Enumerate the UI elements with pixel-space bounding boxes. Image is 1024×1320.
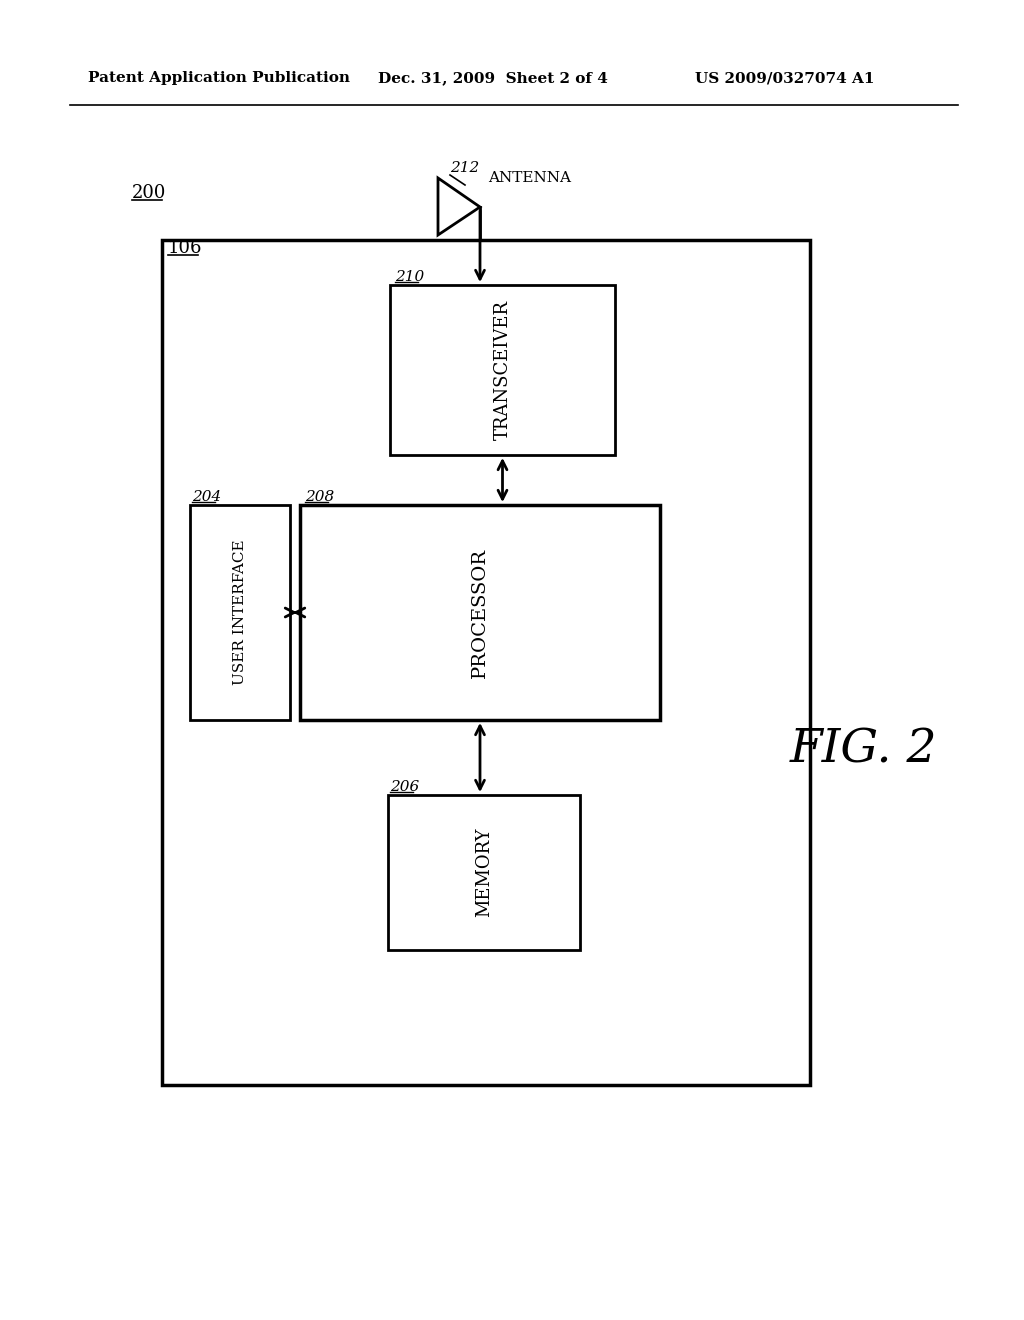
Text: 106: 106: [168, 239, 203, 257]
Bar: [388, 795, 580, 950]
Text: Patent Application Publication: Patent Application Publication: [88, 71, 350, 84]
Bar: [300, 506, 660, 719]
Text: 200: 200: [132, 183, 166, 202]
Text: 206: 206: [390, 780, 419, 795]
Text: PROCESSOR: PROCESSOR: [471, 548, 489, 677]
Text: TRANSCEIVER: TRANSCEIVER: [494, 300, 512, 440]
Bar: [190, 506, 290, 719]
Bar: [162, 240, 810, 1085]
Text: 208: 208: [305, 490, 334, 504]
Text: 204: 204: [193, 490, 221, 504]
Text: 212: 212: [450, 161, 479, 176]
Bar: [390, 285, 615, 455]
Text: MEMORY: MEMORY: [475, 828, 493, 917]
Text: USER INTERFACE: USER INTERFACE: [233, 540, 247, 685]
Text: ANTENNA: ANTENNA: [488, 172, 571, 185]
Text: US 2009/0327074 A1: US 2009/0327074 A1: [695, 71, 874, 84]
Text: FIG. 2: FIG. 2: [790, 727, 938, 772]
Text: 210: 210: [395, 271, 424, 284]
Text: Dec. 31, 2009  Sheet 2 of 4: Dec. 31, 2009 Sheet 2 of 4: [378, 71, 608, 84]
